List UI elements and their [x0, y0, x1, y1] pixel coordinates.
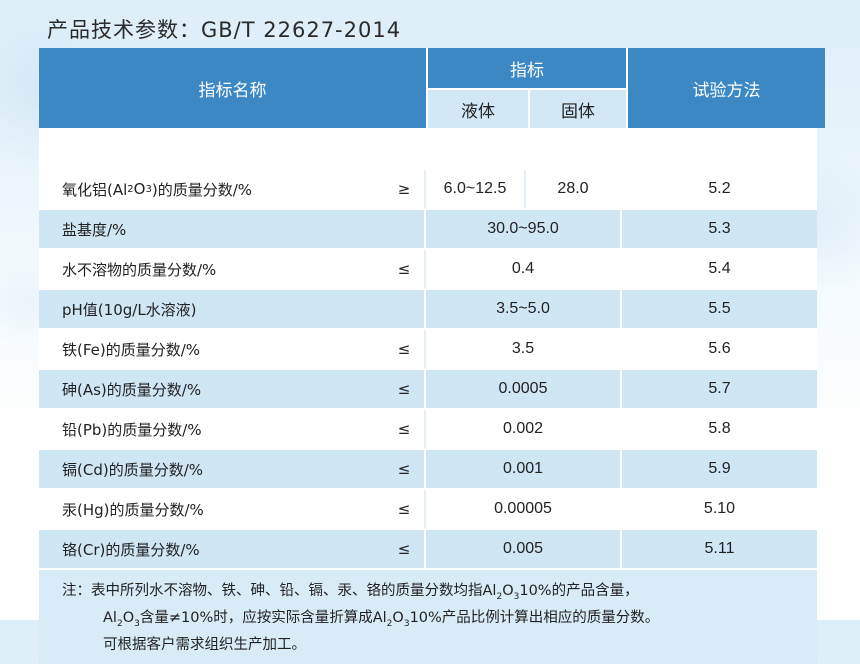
row-method: 5.7: [620, 370, 817, 408]
page-title: 产品技术参数：GB/T 22627-2014: [47, 18, 402, 42]
header-solid: 固体: [530, 90, 626, 128]
note-line: 注：表中所列水不溶物、铁、砷、铅、镉、汞、铬的质量分数均指Al2O310%的产品…: [62, 583, 639, 602]
table-row: 镉(Cd)的质量分数/% ≤ 0.001 5.9: [39, 450, 817, 488]
note-line: Al2O3含量≠10%时，应按实际含量折算成Al2O310%产品比例计算出相应的…: [103, 609, 660, 629]
table-row: 砷(As)的质量分数/% ≤ 0.0005 5.7: [39, 370, 817, 408]
row-method: 5.4: [620, 250, 817, 288]
note-line: 可根据客户需求组织生产加工。: [103, 636, 306, 653]
row-method: 5.2: [620, 170, 817, 208]
row-value: 3.5: [424, 330, 620, 368]
row-value: 0.001: [424, 450, 620, 488]
row-symbol: ≥: [397, 180, 411, 198]
row-name: 铅(Pb)的质量分数/%: [62, 420, 202, 439]
table-row: 铬(Cr)的质量分数/% ≤ 0.005 5.11: [39, 530, 817, 568]
row-method: 5.8: [620, 410, 817, 448]
row-name: 砷(As)的质量分数/%: [62, 380, 202, 399]
row-value: 0.005: [424, 530, 620, 568]
row-liquid-value: 6.0~12.5: [424, 170, 524, 208]
row-name: 镉(Cd)的质量分数/%: [62, 460, 204, 479]
row-value: 0.0005: [424, 370, 620, 408]
row-method: 5.3: [620, 210, 817, 248]
row-value: 0.002: [424, 410, 620, 448]
row-method: 5.5: [620, 290, 817, 328]
table-body: 氧化铝(Al 2 O 3)的质量分数/% ≥ 6.0~12.5 28.0 5.2 盐基…: [39, 168, 817, 568]
header-method: 试验方法: [628, 48, 825, 128]
table-note: 注：表中所列水不溶物、铁、砷、铅、镉、汞、铬的质量分数均指Al2O310%的产品…: [39, 570, 817, 664]
row-name: 氧化铝(Al 2 O 3)的质量分数/%: [62, 180, 253, 199]
row-method: 5.9: [620, 450, 817, 488]
row-value: 30.0~95.0: [424, 210, 620, 248]
row-symbol: ≤: [397, 380, 411, 398]
row-value: 0.00005: [424, 490, 620, 528]
header-liquid: 液体: [428, 90, 528, 128]
row-name: 铬(Cr)的质量分数/%: [62, 540, 200, 559]
header-name: 指标名称: [39, 48, 426, 128]
row-symbol: ≤: [397, 540, 411, 558]
table-row: 水不溶物的质量分数/% ≤ 0.4 5.4: [39, 250, 817, 288]
row-symbol: ≤: [397, 460, 411, 478]
row-name: pH值(10g/L水溶液): [62, 300, 197, 319]
table-row: 汞(Hg)的质量分数/% ≤ 0.00005 5.10: [39, 490, 817, 528]
table-row: 盐基度/% 30.0~95.0 5.3: [39, 210, 817, 248]
row-symbol: [384, 290, 424, 328]
table-row: 铅(Pb)的质量分数/% ≤ 0.002 5.8: [39, 410, 817, 448]
row-symbol: ≤: [397, 500, 411, 518]
row-solid-value: 28.0: [524, 170, 620, 208]
table-row: 铁(Fe)的质量分数/% ≤ 3.5 5.6: [39, 330, 817, 368]
table-row: 氧化铝(Al 2 O 3)的质量分数/% ≥ 6.0~12.5 28.0 5.2: [39, 170, 817, 208]
row-method: 5.10: [620, 490, 817, 528]
row-method: 5.6: [620, 330, 817, 368]
row-name: 铁(Fe)的质量分数/%: [62, 340, 201, 359]
header-indicator: 指标: [428, 48, 626, 88]
row-name: 盐基度/%: [62, 220, 127, 239]
row-symbol: ≤: [397, 340, 411, 358]
row-symbol: ≤: [397, 260, 411, 278]
row-method: 5.11: [620, 530, 817, 568]
spec-table: 指标名称 指标 液体 固体 试验方法 氧化铝(Al 2 O 3)的质量分数/% ≥ 6…: [39, 48, 825, 664]
row-name: 汞(Hg)的质量分数/%: [62, 500, 204, 519]
table-header: 指标名称 指标 液体 固体 试验方法: [39, 48, 825, 168]
row-symbol: ≤: [397, 420, 411, 438]
row-name: 水不溶物的质量分数/%: [62, 260, 217, 279]
row-value: 3.5~5.0: [424, 290, 620, 328]
row-symbol: [384, 210, 424, 248]
row-value: 0.4: [424, 250, 620, 288]
table-row: pH值(10g/L水溶液) 3.5~5.0 5.5: [39, 290, 817, 328]
